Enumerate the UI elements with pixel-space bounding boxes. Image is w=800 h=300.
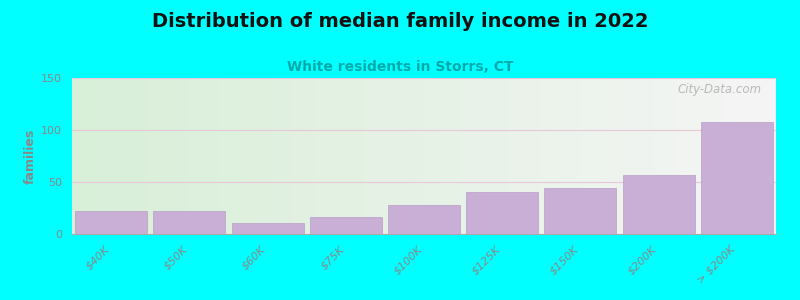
Bar [388, 205, 460, 234]
Text: White residents in Storrs, CT: White residents in Storrs, CT [286, 60, 514, 74]
Bar [154, 211, 226, 234]
Bar [466, 192, 538, 234]
Text: City-Data.com: City-Data.com [678, 83, 762, 96]
Text: Distribution of median family income in 2022: Distribution of median family income in … [152, 12, 648, 31]
Bar [310, 218, 382, 234]
Bar [622, 175, 694, 234]
Y-axis label: families: families [24, 128, 37, 184]
Bar [545, 188, 617, 234]
Bar [231, 223, 303, 234]
Bar [75, 211, 147, 234]
Bar [701, 122, 773, 234]
